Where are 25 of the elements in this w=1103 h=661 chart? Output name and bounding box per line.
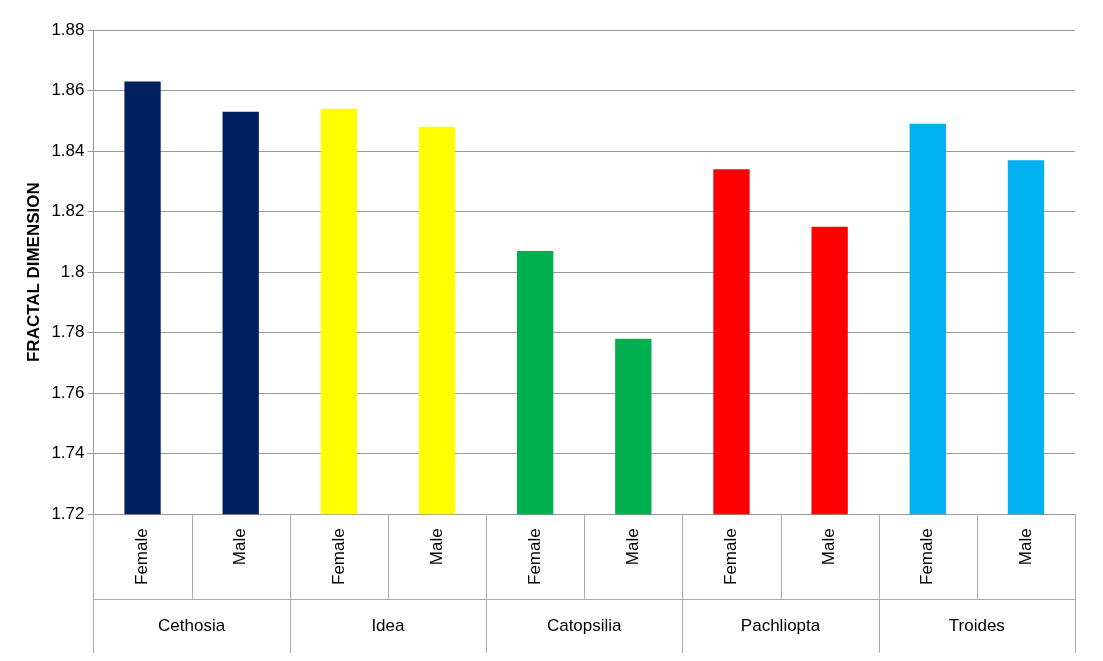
y-tick-label: 1.8: [60, 261, 85, 281]
y-axis-title: FRACTAL DIMENSION: [23, 182, 43, 363]
y-tick-label: 1.76: [51, 382, 85, 402]
text: Catopsilia: [546, 615, 623, 635]
text: Idea: [371, 615, 406, 635]
x-tick-label: Female: [721, 528, 741, 585]
x-tick-label: Female: [524, 528, 544, 585]
x-tick-label: Female: [917, 528, 937, 585]
x-tick-label: Male: [1015, 528, 1035, 566]
x-tick-label: Male: [426, 528, 446, 566]
y-tick-label: 1.86: [51, 80, 85, 100]
text: Troides: [948, 615, 1005, 635]
x-tick-label: Male: [623, 528, 643, 566]
y-tick-label: 1.72: [51, 504, 85, 523]
x-tick-label: Male: [819, 528, 839, 566]
y-tick-label: 1.78: [51, 322, 85, 342]
y-tick-label: 1.84: [51, 140, 85, 160]
text: Cethosia: [158, 615, 226, 635]
x-tick-label: Female: [328, 528, 348, 585]
y-tick-label: 1.88: [51, 19, 85, 39]
x-tick-label: Female: [132, 528, 152, 585]
y-tick-label: 1.82: [51, 201, 85, 221]
y-tick-label: 1.74: [51, 443, 85, 463]
x-tick-label: Male: [230, 528, 250, 566]
text: Pachliopta: [740, 615, 821, 635]
